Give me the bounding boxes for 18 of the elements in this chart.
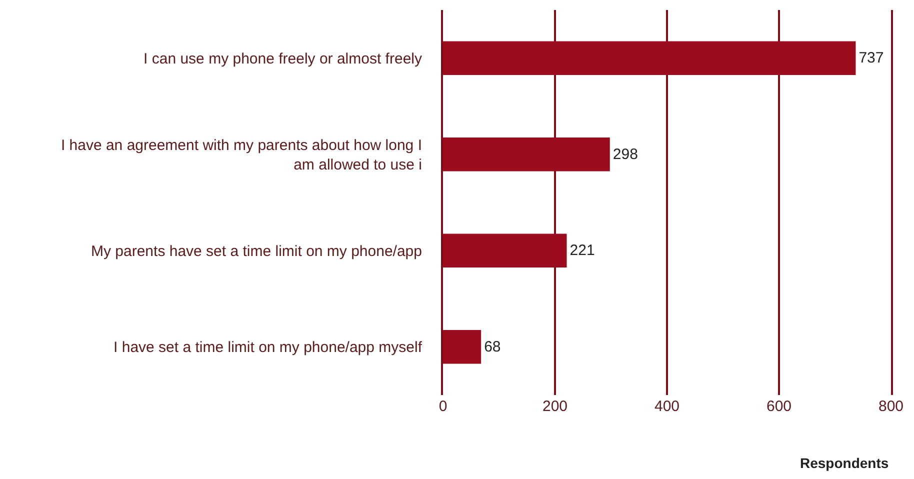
x-tick-label: 400 bbox=[654, 398, 680, 415]
x-tick-label: 200 bbox=[542, 398, 568, 415]
data-label: 298 bbox=[612, 146, 638, 163]
y-tick-label: I have an agreement with my parents about how long I am allowed to use i bbox=[60, 136, 422, 174]
x-tick-label: 0 bbox=[438, 398, 448, 415]
bar bbox=[443, 234, 567, 268]
x-tick-label: 800 bbox=[878, 398, 904, 415]
y-tick-label: I have set a time limit on my phone/app myself bbox=[114, 339, 423, 356]
data-label: 221 bbox=[570, 242, 595, 260]
data-label: 737 bbox=[858, 50, 884, 67]
y-tick-label: I can use my phone freely or almost freely bbox=[144, 50, 422, 68]
data-label: 68 bbox=[484, 338, 501, 356]
bar bbox=[443, 41, 856, 75]
y-tick-label: My parents have set a time limit on my phone/app bbox=[91, 242, 422, 260]
x-axis-title: Respondents bbox=[800, 455, 889, 471]
x-tick-label: 600 bbox=[766, 398, 792, 415]
bar bbox=[443, 330, 482, 364]
bar bbox=[443, 138, 610, 172]
